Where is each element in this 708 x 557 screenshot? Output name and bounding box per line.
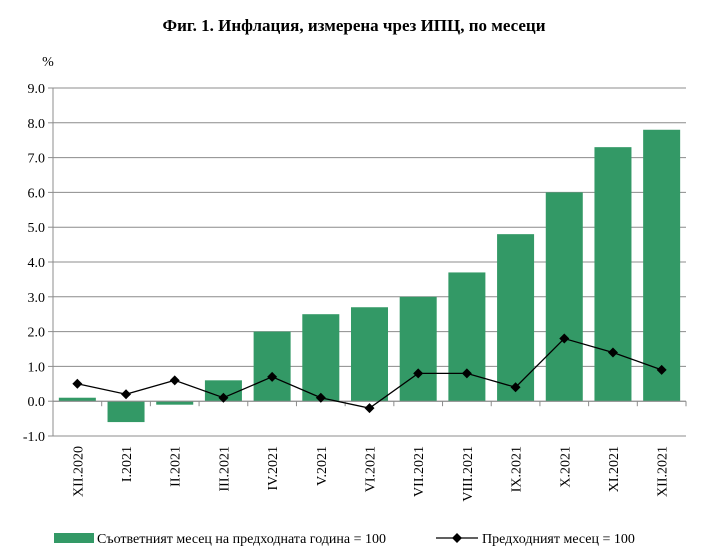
y-tick-label: 4.0 bbox=[28, 256, 46, 271]
y-tick-label: 5.0 bbox=[28, 221, 46, 236]
line-marker bbox=[315, 392, 326, 403]
bar bbox=[253, 331, 291, 402]
x-tick-label: III.2021 bbox=[217, 446, 232, 492]
line-marker bbox=[413, 368, 424, 379]
y-tick-label: 2.0 bbox=[28, 326, 46, 341]
line-marker bbox=[559, 333, 570, 344]
y-tick-label: 8.0 bbox=[28, 117, 46, 132]
y-axis-label: % bbox=[42, 55, 54, 70]
y-tick-label: -1.0 bbox=[23, 430, 45, 445]
bar bbox=[643, 129, 681, 402]
y-tick-label: 7.0 bbox=[28, 152, 46, 167]
bar bbox=[594, 147, 632, 402]
x-tick-label: I.2021 bbox=[120, 446, 135, 482]
bar bbox=[497, 234, 535, 402]
label-layer: -1.0 0.0 1.0 2.0 3.0 4.0 5.0 6.0 7.0 8.0 9.0% XII.2… bbox=[23, 55, 671, 502]
legend-bar-swatch bbox=[54, 533, 94, 543]
line-marker bbox=[510, 382, 521, 393]
legend-line-label: Предходният месец = 100 bbox=[482, 532, 635, 547]
line-layer bbox=[72, 333, 667, 414]
x-tick-label: XII.2020 bbox=[71, 446, 86, 497]
x-tick-label: II.2021 bbox=[169, 446, 184, 487]
y-tick-label: 9.0 bbox=[28, 82, 46, 97]
bar bbox=[399, 296, 437, 402]
line-marker bbox=[72, 378, 83, 389]
y-tick-label: 3.0 bbox=[28, 291, 46, 306]
y-tick-label: 1.0 bbox=[28, 360, 46, 375]
x-tick-label: VII.2021 bbox=[412, 446, 427, 497]
bar bbox=[350, 307, 389, 402]
legend-line-marker bbox=[452, 533, 462, 543]
line-marker bbox=[461, 368, 472, 379]
x-tick-label: XI.2021 bbox=[607, 446, 622, 492]
y-tick-label: 6.0 bbox=[28, 186, 46, 201]
chart-title: Фиг. 1. Инфлация, измерена чрез ИПЦ, по … bbox=[162, 16, 546, 35]
line-marker bbox=[267, 371, 278, 382]
x-tick-label: XII.2021 bbox=[656, 446, 671, 497]
x-tick-label: X.2021 bbox=[558, 446, 573, 488]
legend-layer: Съответният месец на предходната година … bbox=[54, 532, 635, 547]
line-marker bbox=[607, 347, 618, 358]
line-marker bbox=[218, 392, 229, 403]
bar bbox=[448, 272, 486, 402]
line-marker bbox=[169, 375, 180, 386]
bar bbox=[204, 380, 242, 402]
y-tick-label: 0.0 bbox=[28, 395, 46, 410]
bar bbox=[107, 401, 145, 423]
line-marker bbox=[121, 389, 132, 400]
x-tick-label: V.2021 bbox=[315, 446, 330, 486]
line-marker bbox=[656, 364, 667, 375]
x-tick-label: IV.2021 bbox=[266, 446, 281, 490]
bar bbox=[156, 401, 194, 405]
x-tick-label: VI.2021 bbox=[364, 446, 379, 492]
bar bbox=[58, 397, 96, 402]
bar-layer bbox=[58, 129, 681, 423]
bar bbox=[545, 192, 583, 402]
x-tick-label: VIII.2021 bbox=[461, 446, 476, 502]
legend-bar-label: Съответният месец на предходната година … bbox=[97, 532, 386, 547]
axis-layer bbox=[48, 87, 687, 437]
bar bbox=[302, 314, 340, 402]
x-tick-label: IX.2021 bbox=[510, 446, 525, 492]
line-marker bbox=[364, 403, 375, 414]
